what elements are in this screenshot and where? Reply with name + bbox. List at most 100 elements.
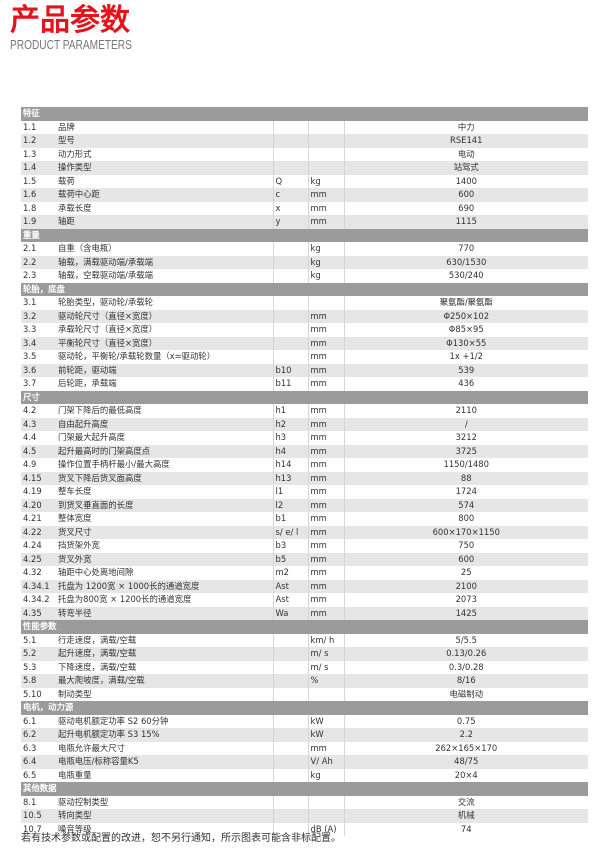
item-symbol: [273, 674, 309, 688]
item-number: 4.22: [21, 525, 56, 539]
item-value: 20×4: [344, 768, 588, 782]
item-name: 托盘为800宽 × 1200长的通道宽度: [56, 593, 274, 607]
item-number: 4.35: [21, 606, 56, 620]
item-symbol: [273, 336, 309, 350]
item-unit: km/ h: [308, 633, 345, 647]
item-unit: kg: [308, 255, 345, 269]
item-symbol: l2: [273, 498, 309, 512]
item-symbol: [273, 350, 309, 364]
item-number: 3.5: [21, 350, 56, 364]
item-name: 操作类型: [56, 161, 274, 175]
item-name: 货叉下降后货叉面高度: [56, 471, 274, 485]
table-row: 4.19 整车长度 l1 mm 1724: [21, 485, 588, 499]
item-unit: mm: [308, 498, 345, 512]
table-row: 3.5 驱动轮，平衡轮/承载轮数量（x=驱动轮） mm 1x +1/2: [21, 350, 588, 364]
item-name: 起升电机额定功率 S3 15%: [56, 728, 274, 742]
section-header: 其他数据: [21, 782, 588, 796]
item-symbol: [273, 161, 309, 175]
item-number: 5.2: [21, 647, 56, 661]
item-name: 到货叉垂直面的长度: [56, 498, 274, 512]
table-row: 2.2 轴载，满载驱动端/承载端 kg 630/1530: [21, 255, 588, 269]
item-value: 750: [344, 539, 588, 553]
item-symbol: y: [273, 215, 309, 229]
item-name: 制动类型: [56, 687, 274, 701]
item-name: 载荷中心距: [56, 188, 274, 202]
item-unit: m/ s: [308, 647, 345, 661]
item-symbol: b5: [273, 552, 309, 566]
item-number: 10.7: [21, 822, 56, 836]
item-symbol: c: [273, 188, 309, 202]
table-row: 2.1 自重（含电瓶） kg 770: [21, 242, 588, 256]
table-row: 1.6 载荷中心距 c mm 600: [21, 188, 588, 202]
item-number: 4.19: [21, 485, 56, 499]
item-unit: mm: [308, 579, 345, 593]
item-number: 2.1: [21, 242, 56, 256]
table-row: 6.3 电瓶允许最大尺寸 mm 262×165×170: [21, 741, 588, 755]
item-symbol: [273, 647, 309, 661]
item-name: 货叉尺寸: [56, 525, 274, 539]
item-name: 轴距中心处离地间隙: [56, 566, 274, 580]
table-row: 5.10 制动类型 电磁制动: [21, 687, 588, 701]
item-value: 8/16: [344, 674, 588, 688]
item-symbol: [273, 809, 309, 823]
item-unit: [308, 134, 345, 148]
table-row: 1.9 轴距 y mm 1115: [21, 215, 588, 229]
item-unit: mm: [308, 485, 345, 499]
item-name: 型号: [56, 134, 274, 148]
table-row: 4.3 自由起升高度 h2 mm /: [21, 417, 588, 431]
item-unit: [308, 296, 345, 310]
item-number: 5.3: [21, 660, 56, 674]
item-value: RSE141: [344, 134, 588, 148]
item-number: 2.3: [21, 269, 56, 283]
item-unit: [308, 161, 345, 175]
table-row: 3.2 驱动轮尺寸（直径×宽度） mm Φ250×102: [21, 309, 588, 323]
item-number: 1.3: [21, 147, 56, 161]
item-unit: [308, 687, 345, 701]
item-unit: mm: [308, 606, 345, 620]
item-unit: dB (A): [308, 822, 345, 836]
item-number: 4.5: [21, 444, 56, 458]
item-name: 电瓶重量: [56, 768, 274, 782]
spec-table: 特征 1.1 品牌 中力 1.2 型号 RSE141 1.3 动力形式 电动 1.4 操作类型 站驾式 1…: [21, 107, 588, 836]
section-header: 轮胎，底盘: [21, 282, 588, 296]
item-unit: mm: [308, 417, 345, 431]
item-name: 电瓶电压/标称容量K5: [56, 755, 274, 769]
item-name: 驱动控制类型: [56, 795, 274, 809]
item-unit: mm: [308, 431, 345, 445]
section-header: 重量: [21, 228, 588, 242]
item-value: 1425: [344, 606, 588, 620]
item-name: 门架最大起升高度: [56, 431, 274, 445]
item-symbol: x: [273, 201, 309, 215]
table-row: 4.9 操作位置手柄杆最小/最大高度 h14 mm 1150/1480: [21, 458, 588, 472]
item-symbol: [273, 255, 309, 269]
item-symbol: [273, 795, 309, 809]
section-header: 尺寸: [21, 390, 588, 404]
table-row: 3.1 轮胎类型，驱动轮/承载轮 聚氨酯/聚氨酯: [21, 296, 588, 310]
item-value: 600: [344, 188, 588, 202]
item-unit: mm: [308, 444, 345, 458]
table-row: 4.15 货叉下降后货叉面高度 h13 mm 88: [21, 471, 588, 485]
item-name: 下降速度，满载/空载: [56, 660, 274, 674]
section-header: 性能参数: [21, 620, 588, 634]
item-unit: V/ Ah: [308, 755, 345, 769]
item-value: 1400: [344, 174, 588, 188]
item-symbol: b3: [273, 539, 309, 553]
item-name: 转弯半径: [56, 606, 274, 620]
item-symbol: [273, 755, 309, 769]
item-name: 整体宽度: [56, 512, 274, 526]
item-symbol: [273, 768, 309, 782]
item-number: 2.2: [21, 255, 56, 269]
item-number: 1.4: [21, 161, 56, 175]
item-value: 262×165×170: [344, 741, 588, 755]
item-unit: kW: [308, 728, 345, 742]
item-symbol: [273, 687, 309, 701]
item-unit: mm: [308, 458, 345, 472]
item-unit: mm: [308, 350, 345, 364]
table-row: 1.4 操作类型 站驾式: [21, 161, 588, 175]
section-title: 电机，动力源: [21, 701, 588, 715]
item-name: 驱动轮尺寸（直径×宽度）: [56, 309, 274, 323]
item-symbol: h4: [273, 444, 309, 458]
item-number: 4.15: [21, 471, 56, 485]
item-unit: mm: [308, 593, 345, 607]
item-number: 4.3: [21, 417, 56, 431]
